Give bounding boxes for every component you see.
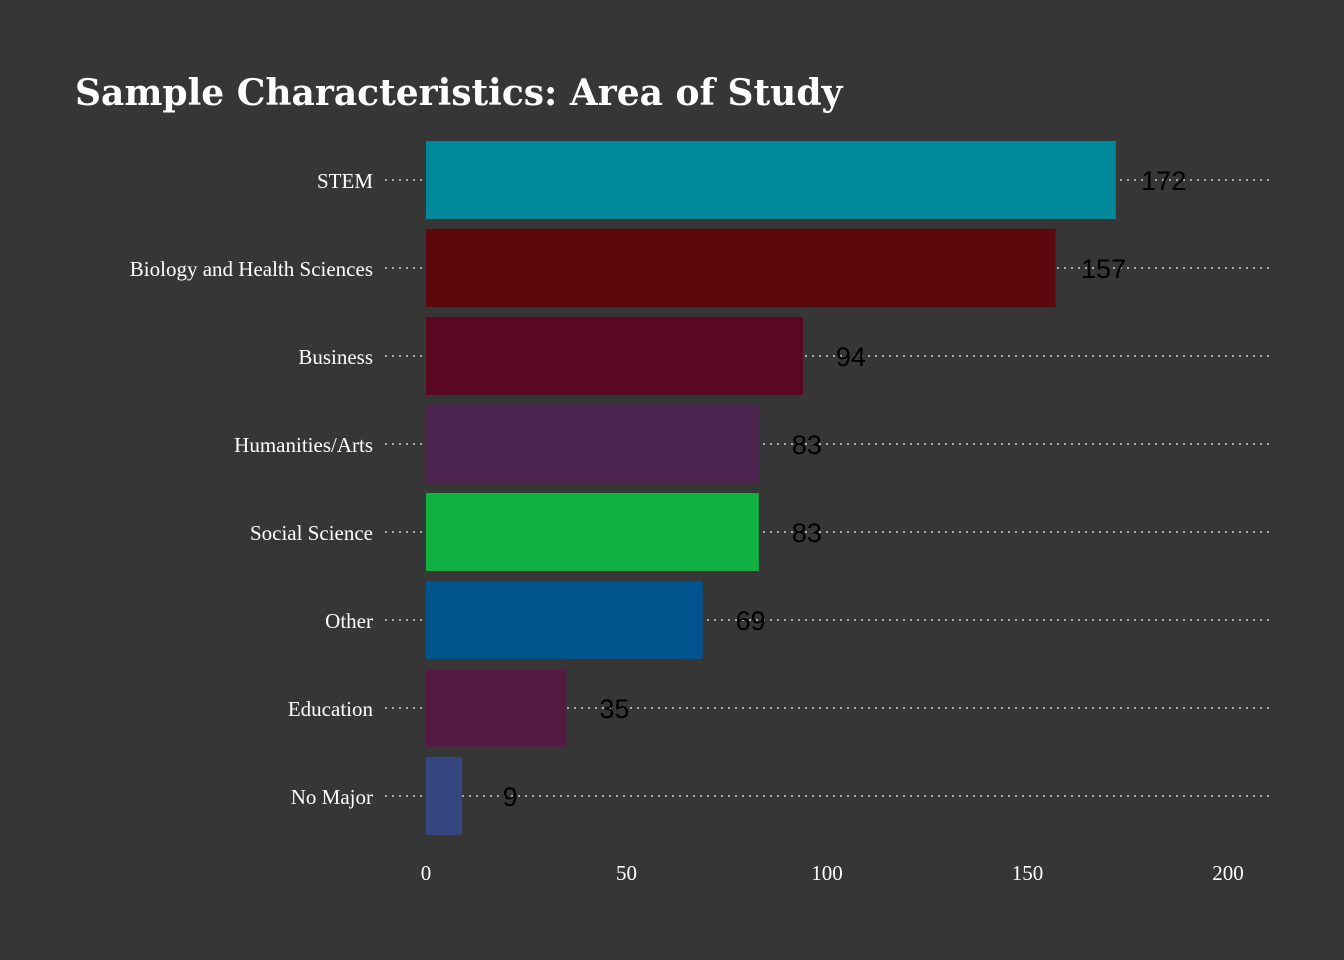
category-labels: STEM Biology and Health Sciences Business H… xyxy=(130,169,374,809)
bar xyxy=(426,229,1056,307)
value-label: 172 xyxy=(1141,166,1186,196)
value-label: 157 xyxy=(1081,254,1126,284)
bar xyxy=(426,493,759,571)
x-tick-label: 100 xyxy=(811,861,843,885)
x-tick-label: 0 xyxy=(421,861,432,885)
category-label: STEM xyxy=(317,169,373,193)
bars xyxy=(426,141,1116,835)
value-label: 69 xyxy=(736,606,766,636)
value-label: 94 xyxy=(836,342,866,372)
bar xyxy=(426,141,1116,219)
value-label: 35 xyxy=(599,694,629,724)
x-tick-label: 50 xyxy=(616,861,637,885)
category-label: Other xyxy=(325,609,373,633)
bar xyxy=(426,317,803,395)
category-label: Humanities/Arts xyxy=(234,433,373,457)
category-label: No Major xyxy=(291,785,373,809)
category-label: Business xyxy=(298,345,373,369)
value-label: 9 xyxy=(503,782,518,812)
category-label: Biology and Health Sciences xyxy=(130,257,373,281)
category-label: Education xyxy=(288,697,374,721)
x-tick-label: 150 xyxy=(1012,861,1044,885)
bar xyxy=(426,757,463,835)
value-label: 83 xyxy=(792,518,822,548)
value-labels: 172 157 94 83 83 69 35 9 xyxy=(503,166,1187,812)
bar xyxy=(426,669,567,747)
value-label: 83 xyxy=(792,430,822,460)
bar xyxy=(426,581,703,659)
x-tick-label: 200 xyxy=(1212,861,1244,885)
bar xyxy=(426,405,759,483)
category-label: Social Science xyxy=(250,521,373,545)
x-axis-ticks: 0 50 100 150 200 xyxy=(421,861,1244,885)
chart-title: Sample Characteristics: Area of Study xyxy=(75,72,843,114)
